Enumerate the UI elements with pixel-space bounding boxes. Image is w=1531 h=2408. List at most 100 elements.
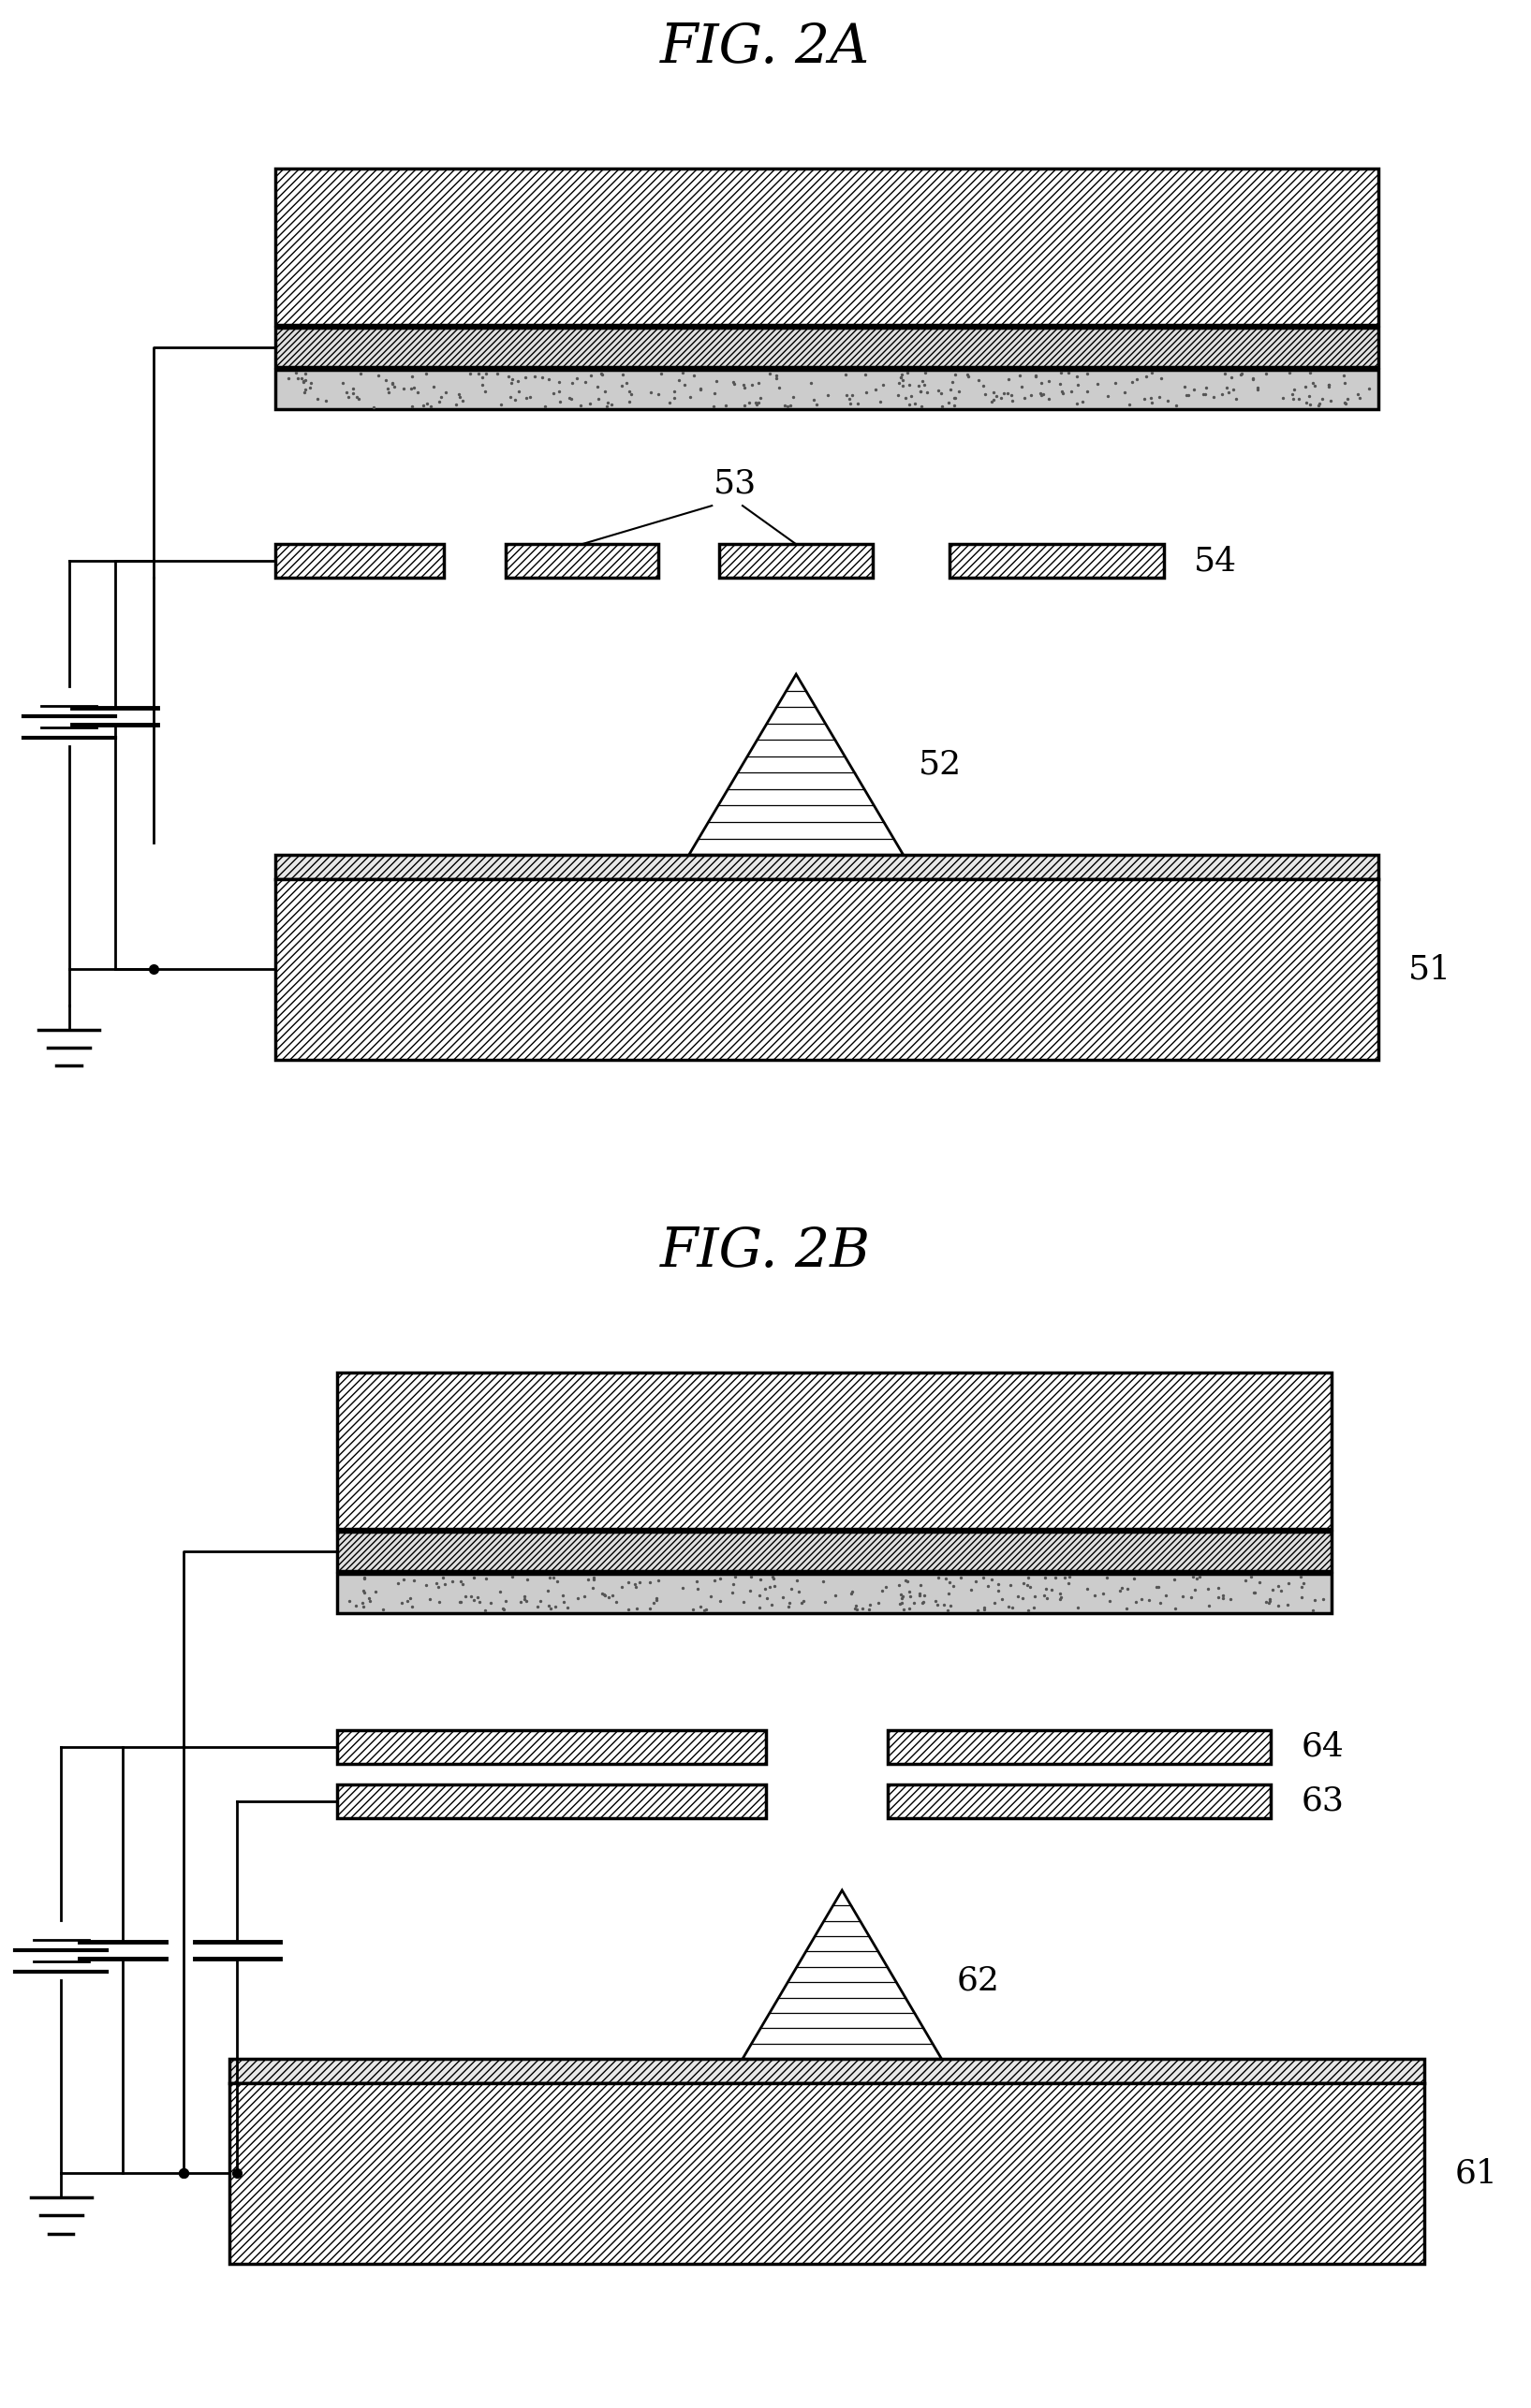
Point [292, 354, 317, 393]
Point [1139, 378, 1164, 417]
Point [671, 354, 695, 393]
Point [473, 1592, 498, 1630]
Point [1317, 366, 1341, 405]
Bar [337, 1784, 766, 1818]
Point [430, 1558, 455, 1597]
Point [897, 1577, 922, 1616]
Point [377, 373, 401, 412]
Point [1047, 1575, 1072, 1613]
Point [1311, 380, 1335, 419]
Point [363, 1572, 387, 1611]
Text: 51: 51 [1409, 954, 1451, 985]
Point [501, 1558, 525, 1597]
Point [1116, 385, 1141, 424]
Point [890, 1580, 914, 1618]
Point [623, 1565, 648, 1604]
Point [340, 368, 364, 407]
Point [1191, 376, 1216, 414]
Point [542, 1558, 566, 1597]
Point [890, 1584, 914, 1623]
Point [1294, 383, 1318, 421]
Point [971, 366, 995, 405]
Point [1018, 1568, 1043, 1606]
Point [1098, 1582, 1122, 1621]
Point [1206, 1568, 1231, 1606]
Point [923, 1582, 948, 1621]
Point [389, 1584, 413, 1623]
Point [909, 388, 934, 426]
Point [418, 388, 442, 426]
Point [1075, 354, 1099, 393]
Point [450, 383, 475, 421]
Point [458, 354, 482, 393]
Point [684, 1560, 709, 1599]
Point [488, 385, 513, 424]
Point [692, 1592, 717, 1630]
Point [1269, 1570, 1294, 1609]
Point [565, 1580, 589, 1618]
Point [289, 359, 314, 397]
Point [736, 383, 761, 421]
Point [1217, 1580, 1242, 1618]
Point [511, 1577, 536, 1616]
Point [776, 1584, 801, 1623]
Point [645, 1580, 669, 1618]
Point [617, 371, 641, 409]
Point [1056, 354, 1081, 393]
Point [433, 373, 458, 412]
Point [473, 354, 498, 393]
Point [447, 378, 472, 417]
Point [605, 1582, 629, 1621]
Point [1174, 376, 1199, 414]
Point [427, 383, 452, 421]
Point [1317, 366, 1341, 405]
Bar [337, 1531, 1332, 1572]
Point [928, 373, 952, 412]
Point [1275, 1584, 1300, 1623]
Point [1301, 1592, 1326, 1630]
Bar [276, 169, 1378, 325]
Point [842, 1589, 867, 1628]
Point [351, 1587, 375, 1625]
Point [585, 366, 609, 405]
Point [981, 380, 1006, 419]
Point [854, 373, 879, 412]
Point [732, 388, 756, 426]
Point [778, 385, 802, 424]
Point [1066, 1587, 1090, 1625]
Point [721, 1565, 746, 1604]
Point [565, 359, 589, 397]
Point [1289, 1577, 1314, 1616]
Point [802, 380, 827, 419]
Text: 64: 64 [1301, 1731, 1344, 1763]
Point [955, 356, 980, 395]
Point [911, 1584, 935, 1623]
Point [897, 366, 922, 405]
Point [885, 376, 909, 414]
Point [1147, 378, 1171, 417]
Point [1288, 1558, 1312, 1597]
Point [625, 1589, 649, 1628]
Point [981, 1584, 1006, 1623]
Point [1015, 1558, 1040, 1597]
Point [299, 368, 323, 407]
Text: FIG. 2B: FIG. 2B [660, 1226, 871, 1279]
Bar [276, 855, 1378, 879]
Point [687, 368, 712, 407]
Point [1196, 1587, 1220, 1625]
Point [352, 1558, 377, 1597]
Point [617, 383, 641, 421]
Point [511, 1580, 536, 1618]
Point [671, 1568, 695, 1606]
Point [1130, 1580, 1154, 1618]
Point [589, 356, 614, 395]
Point [857, 1587, 882, 1625]
Point [1202, 378, 1226, 417]
Point [1223, 380, 1248, 419]
Point [401, 1560, 426, 1599]
Point [1092, 1575, 1116, 1613]
Point [525, 1587, 550, 1625]
Point [507, 371, 531, 409]
Point [617, 1563, 641, 1601]
Point [346, 380, 371, 419]
